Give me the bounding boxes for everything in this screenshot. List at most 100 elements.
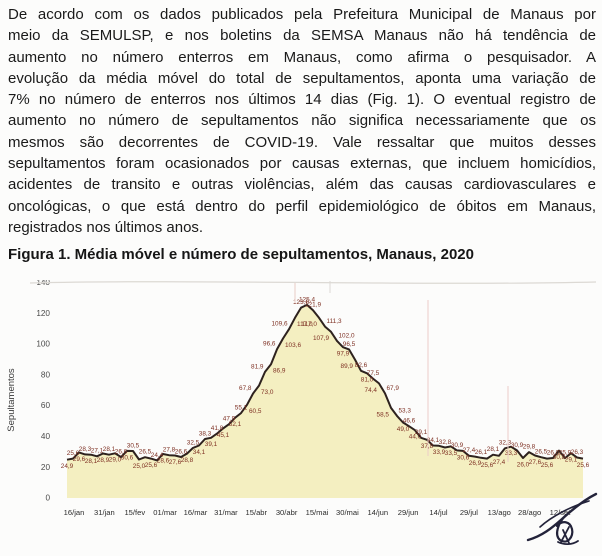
data-point-label: 45,1 (217, 432, 230, 439)
paragraph-line: mesmos são decorrentes de COVID-19. Vale… (8, 133, 596, 151)
x-axis-tick-label: 01/mar (153, 508, 177, 517)
data-point-label: 27,1 (91, 448, 104, 455)
data-point-label: 29,0 (109, 457, 122, 464)
x-axis-tick-label: 30/abr (276, 508, 298, 517)
data-point-label: 86,9 (273, 368, 286, 375)
data-point-label: 33,5 (445, 450, 458, 457)
data-point-label: 107,9 (313, 335, 329, 342)
data-point-label: 28,9 (97, 457, 110, 464)
data-point-label: 96,6 (263, 341, 276, 348)
data-point-label: 38,3 (199, 430, 212, 437)
data-point-label: 29,8 (523, 444, 536, 451)
data-point-label: 25,6 (145, 462, 158, 469)
data-point-label: 41,8 (211, 425, 224, 432)
x-axis-tick-label: 29/jul (460, 508, 478, 517)
data-point-label: 111,3 (327, 318, 342, 325)
data-point-label: 30,5 (127, 442, 140, 449)
data-point-label: 30,6 (457, 454, 470, 461)
data-point-label: 52,1 (229, 421, 242, 428)
data-point-label: 30,8 (553, 454, 566, 461)
paragraph-line: De acordo com os dados publicados pela P… (8, 6, 596, 23)
data-point-label: 67,8 (239, 385, 252, 392)
y-axis-tick-label: 80 (41, 370, 51, 379)
data-point-label: 29,6 (73, 456, 86, 463)
data-point-label: 49,0 (397, 426, 410, 433)
data-point-label: 27,6 (529, 459, 542, 466)
data-point-label: 24,9 (61, 463, 74, 470)
data-point-label: 26,3 (571, 449, 584, 456)
x-axis-tick-label: 28/ago (518, 508, 541, 517)
paragraph-line: aumento no número de sepultamentos não s… (8, 112, 596, 130)
data-point-label: 28,6 (157, 457, 170, 464)
data-point-label: 55,1 (235, 405, 248, 412)
y-axis-tick-label: 120 (36, 309, 50, 318)
data-point-label: 27,4 (463, 447, 476, 454)
data-point-label: 30,9 (451, 442, 464, 449)
data-point-label: 121,9 (305, 302, 321, 309)
data-point-label: 26,9 (469, 460, 482, 467)
data-point-label: 109,6 (272, 321, 288, 328)
x-axis-tick-label: 13/ago (488, 508, 511, 517)
figure-chart: 0 20 40 60 80 100 120 140 16/jan 31/jan 15/fev 01/m… (0, 278, 602, 551)
data-point-label: 96,5 (343, 341, 356, 348)
data-point-label: 28,3 (79, 446, 92, 453)
data-point-label: 25,9 (559, 450, 572, 457)
data-point-label: 26,0 (547, 449, 560, 456)
x-axis-tick-label: 16/jan (64, 508, 85, 517)
data-point-label: 27,4 (493, 459, 506, 466)
data-point-label: 117,0 (301, 321, 317, 328)
moving-average-line (66, 303, 584, 462)
data-point-label: 25,6 (577, 462, 590, 469)
paragraph-line: aumento no número enterros em Manaus, co… (8, 48, 596, 66)
data-point-label: 103,6 (285, 342, 301, 349)
data-point-label: 25,6 (67, 450, 80, 457)
paragraph-line: 7% no número de enterros nos últimos 14 … (8, 91, 596, 109)
data-point-label: 28,1 (103, 446, 116, 453)
y-axis-tick-label: 60 (41, 401, 51, 410)
data-point-label: 123,6 (293, 299, 309, 306)
x-axis-tick-label: 31/mar (214, 508, 238, 517)
data-point-label: 28,1 (85, 458, 98, 465)
data-point-label: 81,0 (361, 377, 374, 384)
data-point-label: 24,4 (151, 452, 164, 459)
paragraph-line: registrados nos últimos anos. (8, 218, 204, 236)
x-axis-tick-label: 30/mai (336, 508, 359, 517)
data-point-label: 39,1 (205, 441, 218, 448)
area-fill (67, 304, 583, 498)
y-axis-tick-label: 0 (45, 494, 50, 503)
data-point-label: 30,6 (121, 454, 134, 461)
x-axis-tick-label: 15/fev (124, 508, 145, 517)
data-point-label: 74,4 (365, 387, 378, 394)
data-point-label: 77,5 (367, 370, 380, 377)
x-axis-tick-label: 31/jan (94, 508, 115, 517)
data-point-label: 25,6 (481, 462, 494, 469)
data-point-label: 125,4 (299, 296, 315, 303)
x-axis-tick-label: 29/jun (398, 508, 419, 517)
data-point-label: 26,0 (517, 461, 530, 468)
data-point-label: 26,6 (115, 448, 128, 455)
data-point-label: 26,1 (475, 449, 488, 456)
data-point-label: 81,9 (251, 363, 264, 370)
y-axis-tick-label: 140 (36, 280, 50, 287)
paragraph-line: oncológicas, o que está dentro do perfil… (8, 197, 596, 215)
x-axis-tick-label: 16/mar (184, 508, 208, 517)
sepultamentos-area-chart: 0 20 40 60 80 100 120 140 16/jan 31/jan 15/fev 01/m… (6, 278, 598, 546)
data-point-label: 30,9 (511, 442, 524, 449)
data-point-label: 39,1 (415, 429, 428, 436)
y-axis-tick-label: 20 (41, 463, 51, 472)
paragraph-line: sepultamentos foram ocasionados por caus… (8, 155, 596, 173)
data-point-label: 53,3 (399, 407, 412, 414)
data-point-label: 26,5 (535, 449, 548, 456)
data-point-label: 29,1 (565, 457, 578, 464)
paragraph-line: acidentes de transito e outras violência… (8, 176, 596, 194)
data-point-label: 82,6 (355, 362, 368, 369)
data-point-label: 102,0 (339, 332, 355, 339)
data-point-label: 26,5 (139, 449, 152, 456)
x-axis-tick-label: 14/jul (429, 508, 447, 517)
data-point-label: 26,6 (175, 448, 188, 455)
x-axis-tick-label: 14/jun (367, 508, 388, 517)
data-point-label: 67,9 (387, 385, 400, 392)
data-point-label: 27,6 (169, 459, 182, 466)
data-point-label: 33,9 (433, 449, 446, 456)
